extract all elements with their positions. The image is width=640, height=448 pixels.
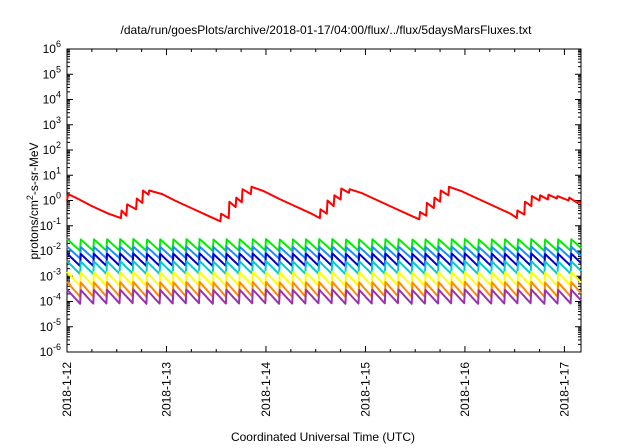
x-tick-label: 2018-1-13 bbox=[159, 362, 173, 417]
y-tick-label: 103 bbox=[43, 115, 61, 132]
y-tick-label: 102 bbox=[43, 140, 61, 157]
y-tick-label: 106 bbox=[43, 39, 61, 56]
x-tick-label: 2018-1-15 bbox=[358, 362, 372, 417]
y-axis-label: protons/cm2-s-sr-MeV bbox=[25, 142, 41, 259]
x-axis: 2018-1-12 2018-1-13 2018-1-14 2018-1-15 2018… bbox=[60, 49, 571, 417]
x-tick-label: 2018-1-16 bbox=[458, 362, 472, 417]
x-tick-label: 2018-1-12 bbox=[60, 362, 74, 417]
plot-frame bbox=[66, 48, 582, 353]
y-tick-label: 10-5 bbox=[40, 317, 61, 334]
series-line-7 bbox=[66, 280, 582, 298]
series-line-1 bbox=[66, 185, 582, 223]
x-axis-label: Coordinated Universal Time (UTC) bbox=[231, 430, 415, 444]
series-line-5 bbox=[66, 260, 582, 276]
x-tick-label: 2018-1-17 bbox=[557, 362, 571, 417]
y-axis: 10-6 10-5 10-4 10-3 10-2 10-1 100 101 102 103 104 1… bbox=[40, 39, 581, 359]
series-line-4 bbox=[66, 252, 582, 268]
chart-title: /data/run/goesPlots/archive/2018-01-17/0… bbox=[121, 23, 533, 37]
y-tick-label: 100 bbox=[43, 191, 61, 208]
y-tick-label: 105 bbox=[43, 64, 61, 81]
x-tick-label: 2018-1-14 bbox=[259, 362, 273, 417]
series-layer bbox=[66, 185, 582, 305]
y-tick-label: 10-6 bbox=[40, 342, 61, 359]
y-tick-label: 10-4 bbox=[40, 292, 61, 309]
y-tick-label: 104 bbox=[43, 90, 61, 107]
y-tick-label: 10-1 bbox=[40, 216, 61, 233]
series-line-2 bbox=[66, 238, 582, 252]
y-tick-label: 101 bbox=[43, 165, 61, 182]
y-tick-label: 10-2 bbox=[40, 241, 61, 258]
y-tick-label: 10-3 bbox=[40, 266, 61, 283]
series-line-6 bbox=[66, 270, 582, 288]
series-line-8 bbox=[66, 288, 582, 305]
series-line-3 bbox=[66, 245, 582, 260]
